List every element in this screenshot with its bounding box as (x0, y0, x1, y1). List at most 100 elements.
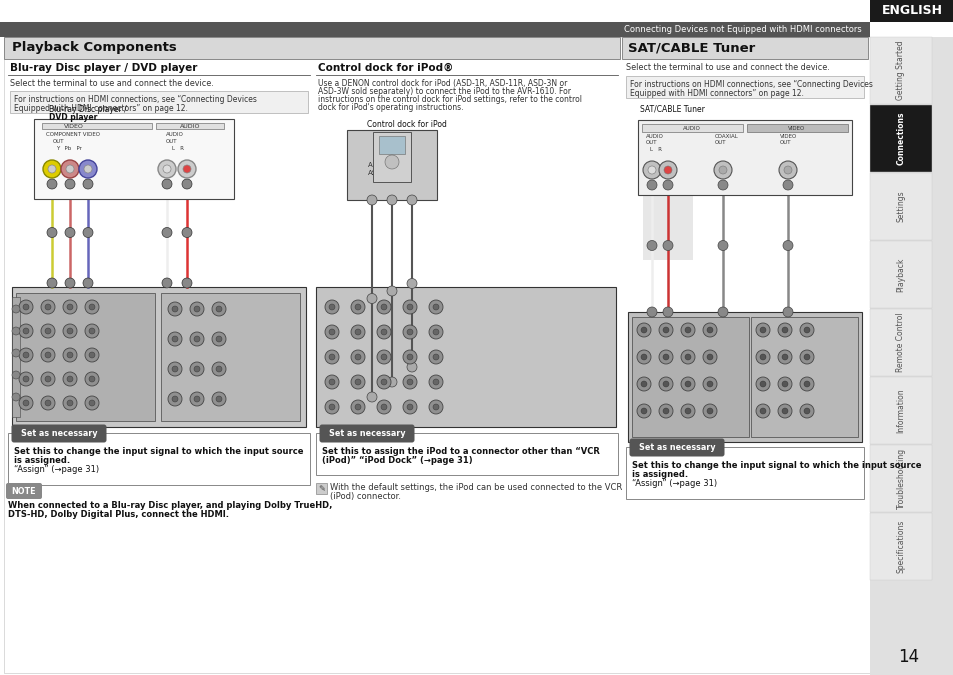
Circle shape (329, 379, 335, 385)
Circle shape (684, 354, 690, 360)
FancyBboxPatch shape (6, 483, 42, 499)
Circle shape (61, 160, 79, 178)
Circle shape (65, 227, 75, 238)
Circle shape (329, 329, 335, 335)
Circle shape (63, 324, 77, 338)
Text: Specifications: Specifications (896, 520, 904, 573)
Circle shape (429, 350, 442, 364)
Circle shape (19, 324, 33, 338)
Circle shape (367, 195, 376, 205)
Circle shape (684, 408, 690, 414)
Text: For instructions on HDMI connections, see “Connecting Devices: For instructions on HDMI connections, se… (14, 95, 256, 104)
Circle shape (659, 323, 672, 337)
Text: ASD-3W sold separately) to connect the iPod to the AVR-1610. For: ASD-3W sold separately) to connect the i… (317, 87, 571, 96)
Circle shape (662, 381, 668, 387)
Circle shape (41, 324, 55, 338)
Bar (373, 132, 411, 182)
Circle shape (659, 350, 672, 364)
Circle shape (778, 350, 791, 364)
Circle shape (212, 302, 226, 316)
Circle shape (351, 350, 365, 364)
Circle shape (800, 404, 813, 418)
Circle shape (193, 396, 200, 402)
Bar (315, 433, 618, 475)
Bar (869, 309, 931, 376)
Circle shape (12, 327, 20, 335)
Bar (869, 37, 953, 675)
Text: OUT: OUT (780, 140, 791, 145)
Text: “Assign” (→page 31): “Assign” (→page 31) (631, 479, 717, 488)
Text: L   R: L R (649, 147, 661, 152)
Text: Use a DENON control dock for iPod (ASD-1R, ASD-11R, ASD-3N or: Use a DENON control dock for iPod (ASD-1… (317, 79, 567, 88)
Circle shape (718, 180, 727, 190)
Text: Getting Started: Getting Started (896, 40, 904, 101)
Circle shape (380, 329, 387, 335)
Circle shape (172, 396, 178, 402)
Circle shape (407, 379, 413, 385)
Circle shape (684, 327, 690, 333)
Circle shape (663, 166, 671, 174)
Circle shape (718, 240, 727, 250)
Text: 14: 14 (898, 648, 919, 666)
Bar (315, 287, 616, 427)
Text: Information: Information (896, 388, 904, 433)
Text: Set as necessary: Set as necessary (21, 429, 97, 438)
Circle shape (702, 350, 717, 364)
Circle shape (190, 392, 204, 406)
Bar (12, 287, 306, 427)
Circle shape (193, 306, 200, 312)
Circle shape (351, 325, 365, 339)
Bar (869, 173, 931, 240)
Bar (378, 136, 405, 154)
Circle shape (680, 350, 695, 364)
Circle shape (387, 286, 396, 296)
Circle shape (640, 408, 646, 414)
Circle shape (89, 352, 95, 358)
Bar (156, 123, 224, 129)
Text: SAT/CABLE Tuner: SAT/CABLE Tuner (627, 41, 755, 55)
Bar (638, 120, 851, 195)
Circle shape (781, 381, 787, 387)
Circle shape (407, 279, 416, 288)
Circle shape (162, 179, 172, 189)
Bar (631, 317, 748, 437)
Circle shape (79, 160, 97, 178)
Circle shape (351, 375, 365, 389)
Circle shape (19, 372, 33, 386)
Circle shape (45, 304, 51, 310)
Text: ENGLISH: ENGLISH (881, 5, 942, 18)
Circle shape (429, 400, 442, 414)
Bar (869, 37, 931, 104)
Circle shape (640, 327, 646, 333)
Circle shape (376, 375, 391, 389)
Circle shape (433, 329, 438, 335)
Text: Remote Control: Remote Control (896, 313, 904, 373)
Circle shape (402, 350, 416, 364)
Circle shape (83, 179, 92, 189)
Circle shape (215, 336, 222, 342)
Circle shape (402, 375, 416, 389)
Bar (315, 483, 327, 494)
Circle shape (63, 348, 77, 362)
Circle shape (800, 377, 813, 391)
Text: Playback: Playback (896, 257, 904, 292)
Text: Select the terminal to use and connect the device.: Select the terminal to use and connect t… (625, 63, 829, 72)
Circle shape (662, 240, 672, 250)
Circle shape (168, 302, 182, 316)
Circle shape (89, 304, 95, 310)
Circle shape (760, 327, 765, 333)
Circle shape (67, 328, 73, 334)
Circle shape (387, 377, 396, 387)
Bar (621, 37, 867, 59)
Circle shape (190, 332, 204, 346)
Bar (16, 293, 154, 421)
Text: (iPod) connector.: (iPod) connector. (330, 492, 400, 501)
Text: VIDEO: VIDEO (787, 126, 804, 130)
Circle shape (329, 304, 335, 310)
Circle shape (778, 404, 791, 418)
Circle shape (781, 327, 787, 333)
Circle shape (355, 354, 360, 360)
Circle shape (215, 306, 222, 312)
Circle shape (376, 300, 391, 314)
Circle shape (662, 408, 668, 414)
